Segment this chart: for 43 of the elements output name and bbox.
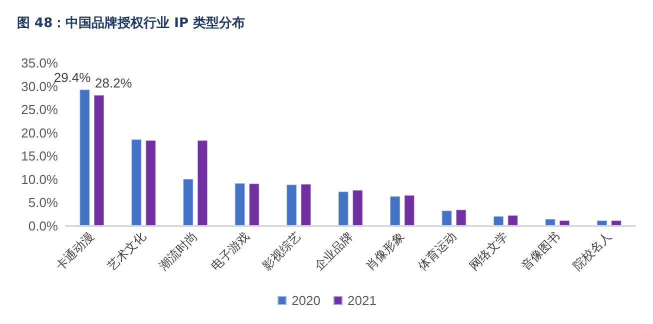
bar <box>456 209 467 226</box>
legend-label: 2020 <box>292 293 320 308</box>
data-label: 29.4% <box>54 70 92 86</box>
x-tick-label: 体育运动 <box>415 229 459 273</box>
bar <box>145 140 156 226</box>
bar <box>94 94 105 226</box>
bar <box>234 182 246 226</box>
bar <box>610 220 622 226</box>
bar <box>507 214 518 226</box>
bar <box>544 218 556 226</box>
bar <box>182 178 194 226</box>
bar <box>390 196 401 226</box>
bar <box>559 220 570 226</box>
legend-label: 2021 <box>348 293 376 308</box>
data-label: 28.2% <box>95 76 132 91</box>
x-tick-label: 潮流时尚 <box>156 229 200 273</box>
chart-title: 图 48：中国品牌授权行业 IP 类型分布 <box>17 15 246 31</box>
bar <box>493 216 504 226</box>
bar <box>338 191 349 226</box>
y-tick-label: 10.0% <box>21 172 58 187</box>
bar <box>79 89 90 226</box>
x-tick-label: 电子游戏 <box>208 229 252 273</box>
x-tick-label: 音像图书 <box>518 229 562 273</box>
x-tick-label: 肖像形象 <box>363 229 408 273</box>
bar <box>404 194 415 226</box>
x-tick-label: 企业品牌 <box>312 229 356 273</box>
bar <box>286 184 298 226</box>
bar <box>441 210 452 226</box>
bar <box>300 184 312 226</box>
x-tick-label: 院校名人 <box>570 229 614 273</box>
bar <box>130 138 142 226</box>
y-tick-label: 25.0% <box>21 102 58 118</box>
bar <box>196 140 208 226</box>
x-tick-label: 网络文学 <box>466 229 511 273</box>
x-tick-label: 艺术文化 <box>104 229 149 273</box>
y-tick-label: 15.0% <box>21 148 58 164</box>
bar <box>596 220 608 226</box>
bar <box>352 190 364 226</box>
y-tick-label: 35.0% <box>21 56 58 70</box>
x-tick-label: 影视综艺 <box>260 229 304 273</box>
y-tick-label: 20.0% <box>21 125 58 140</box>
bar <box>248 183 260 226</box>
y-tick-label: 5.0% <box>28 195 58 210</box>
